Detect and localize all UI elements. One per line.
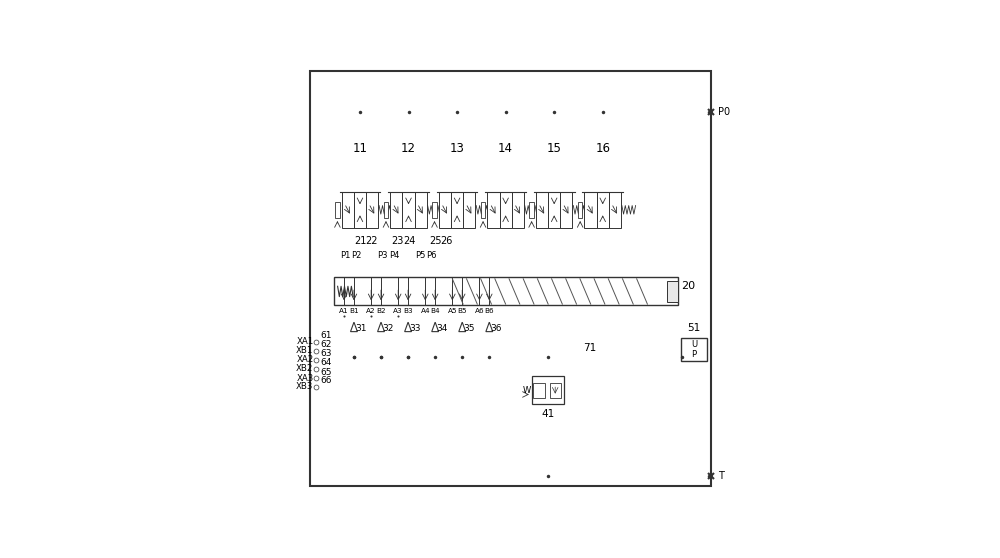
Text: 34: 34 — [436, 324, 448, 333]
Text: P3: P3 — [377, 251, 388, 259]
Bar — [578, 201, 582, 218]
Text: 71: 71 — [583, 343, 596, 353]
Text: 63: 63 — [321, 349, 332, 358]
Text: 33: 33 — [409, 324, 421, 333]
Bar — [582, 160, 623, 241]
Text: 41: 41 — [541, 408, 555, 418]
Text: 14: 14 — [498, 142, 513, 155]
Text: A3: A3 — [393, 309, 403, 315]
Text: A5: A5 — [448, 309, 457, 315]
Bar — [548, 191, 560, 228]
Text: 26: 26 — [441, 236, 453, 246]
Bar — [485, 160, 526, 241]
Text: XA2: XA2 — [296, 355, 314, 364]
Text: 16: 16 — [595, 142, 610, 155]
Text: XB3: XB3 — [296, 382, 314, 391]
Text: P0: P0 — [718, 107, 730, 117]
Text: B6: B6 — [484, 309, 494, 315]
Bar — [529, 201, 534, 218]
Bar — [432, 201, 437, 218]
Text: 11: 11 — [352, 142, 367, 155]
Text: P5: P5 — [415, 251, 426, 259]
Bar — [667, 281, 678, 302]
Bar — [533, 383, 545, 398]
Text: 51: 51 — [687, 323, 700, 333]
Bar — [439, 191, 451, 228]
Text: 13: 13 — [450, 142, 465, 155]
Bar — [384, 201, 388, 218]
Text: P1: P1 — [340, 251, 350, 259]
Text: 25: 25 — [429, 236, 442, 246]
Text: XA1: XA1 — [296, 338, 314, 347]
Text: XA3: XA3 — [296, 373, 314, 383]
Bar — [340, 160, 380, 241]
Text: A6: A6 — [475, 309, 484, 315]
Bar — [681, 338, 707, 361]
Text: 24: 24 — [403, 236, 415, 246]
Bar — [402, 191, 415, 228]
Bar — [560, 191, 572, 228]
Text: A4: A4 — [420, 309, 430, 315]
Text: 66: 66 — [321, 376, 332, 385]
Text: B2: B2 — [376, 309, 386, 315]
Bar — [354, 191, 366, 228]
Text: 35: 35 — [463, 324, 475, 333]
Bar — [584, 191, 597, 228]
Text: A2: A2 — [366, 309, 376, 315]
Bar — [366, 191, 378, 228]
Text: 31: 31 — [355, 324, 367, 333]
Text: W: W — [523, 386, 531, 395]
Text: P: P — [691, 350, 696, 359]
Text: XB2: XB2 — [296, 364, 314, 373]
Bar — [550, 383, 561, 398]
Text: 61: 61 — [321, 331, 332, 340]
Bar — [334, 277, 678, 305]
Text: B3: B3 — [403, 309, 413, 315]
Text: A1: A1 — [339, 309, 349, 315]
Text: B5: B5 — [457, 309, 467, 315]
Text: 22: 22 — [365, 236, 377, 246]
Text: 15: 15 — [547, 142, 562, 155]
Bar — [335, 201, 340, 218]
Bar — [500, 191, 512, 228]
Text: 36: 36 — [490, 324, 502, 333]
Bar — [536, 191, 548, 228]
Bar — [532, 376, 564, 404]
Text: 62: 62 — [321, 340, 332, 349]
Text: 20: 20 — [682, 281, 696, 291]
Bar — [487, 191, 500, 228]
Bar — [534, 160, 575, 241]
Bar — [609, 191, 621, 228]
Bar — [512, 191, 524, 228]
Text: B1: B1 — [349, 309, 359, 315]
Bar — [597, 191, 609, 228]
Bar — [451, 191, 463, 228]
Bar — [415, 191, 427, 228]
Text: 64: 64 — [321, 358, 332, 367]
Bar — [437, 160, 477, 241]
Text: 65: 65 — [321, 368, 332, 377]
Text: U: U — [691, 339, 697, 349]
Bar — [481, 201, 485, 218]
Text: 12: 12 — [401, 142, 416, 155]
Bar — [342, 191, 354, 228]
Text: 32: 32 — [382, 324, 394, 333]
Text: XB1: XB1 — [296, 346, 314, 355]
Text: P6: P6 — [426, 251, 437, 259]
Bar — [463, 191, 475, 228]
Text: 21: 21 — [354, 236, 366, 246]
Text: B4: B4 — [430, 309, 440, 315]
Text: P2: P2 — [351, 251, 361, 259]
Text: P4: P4 — [389, 251, 399, 259]
Bar — [390, 191, 402, 228]
Text: 23: 23 — [392, 236, 404, 246]
Bar — [388, 160, 429, 241]
Text: T: T — [718, 471, 724, 481]
